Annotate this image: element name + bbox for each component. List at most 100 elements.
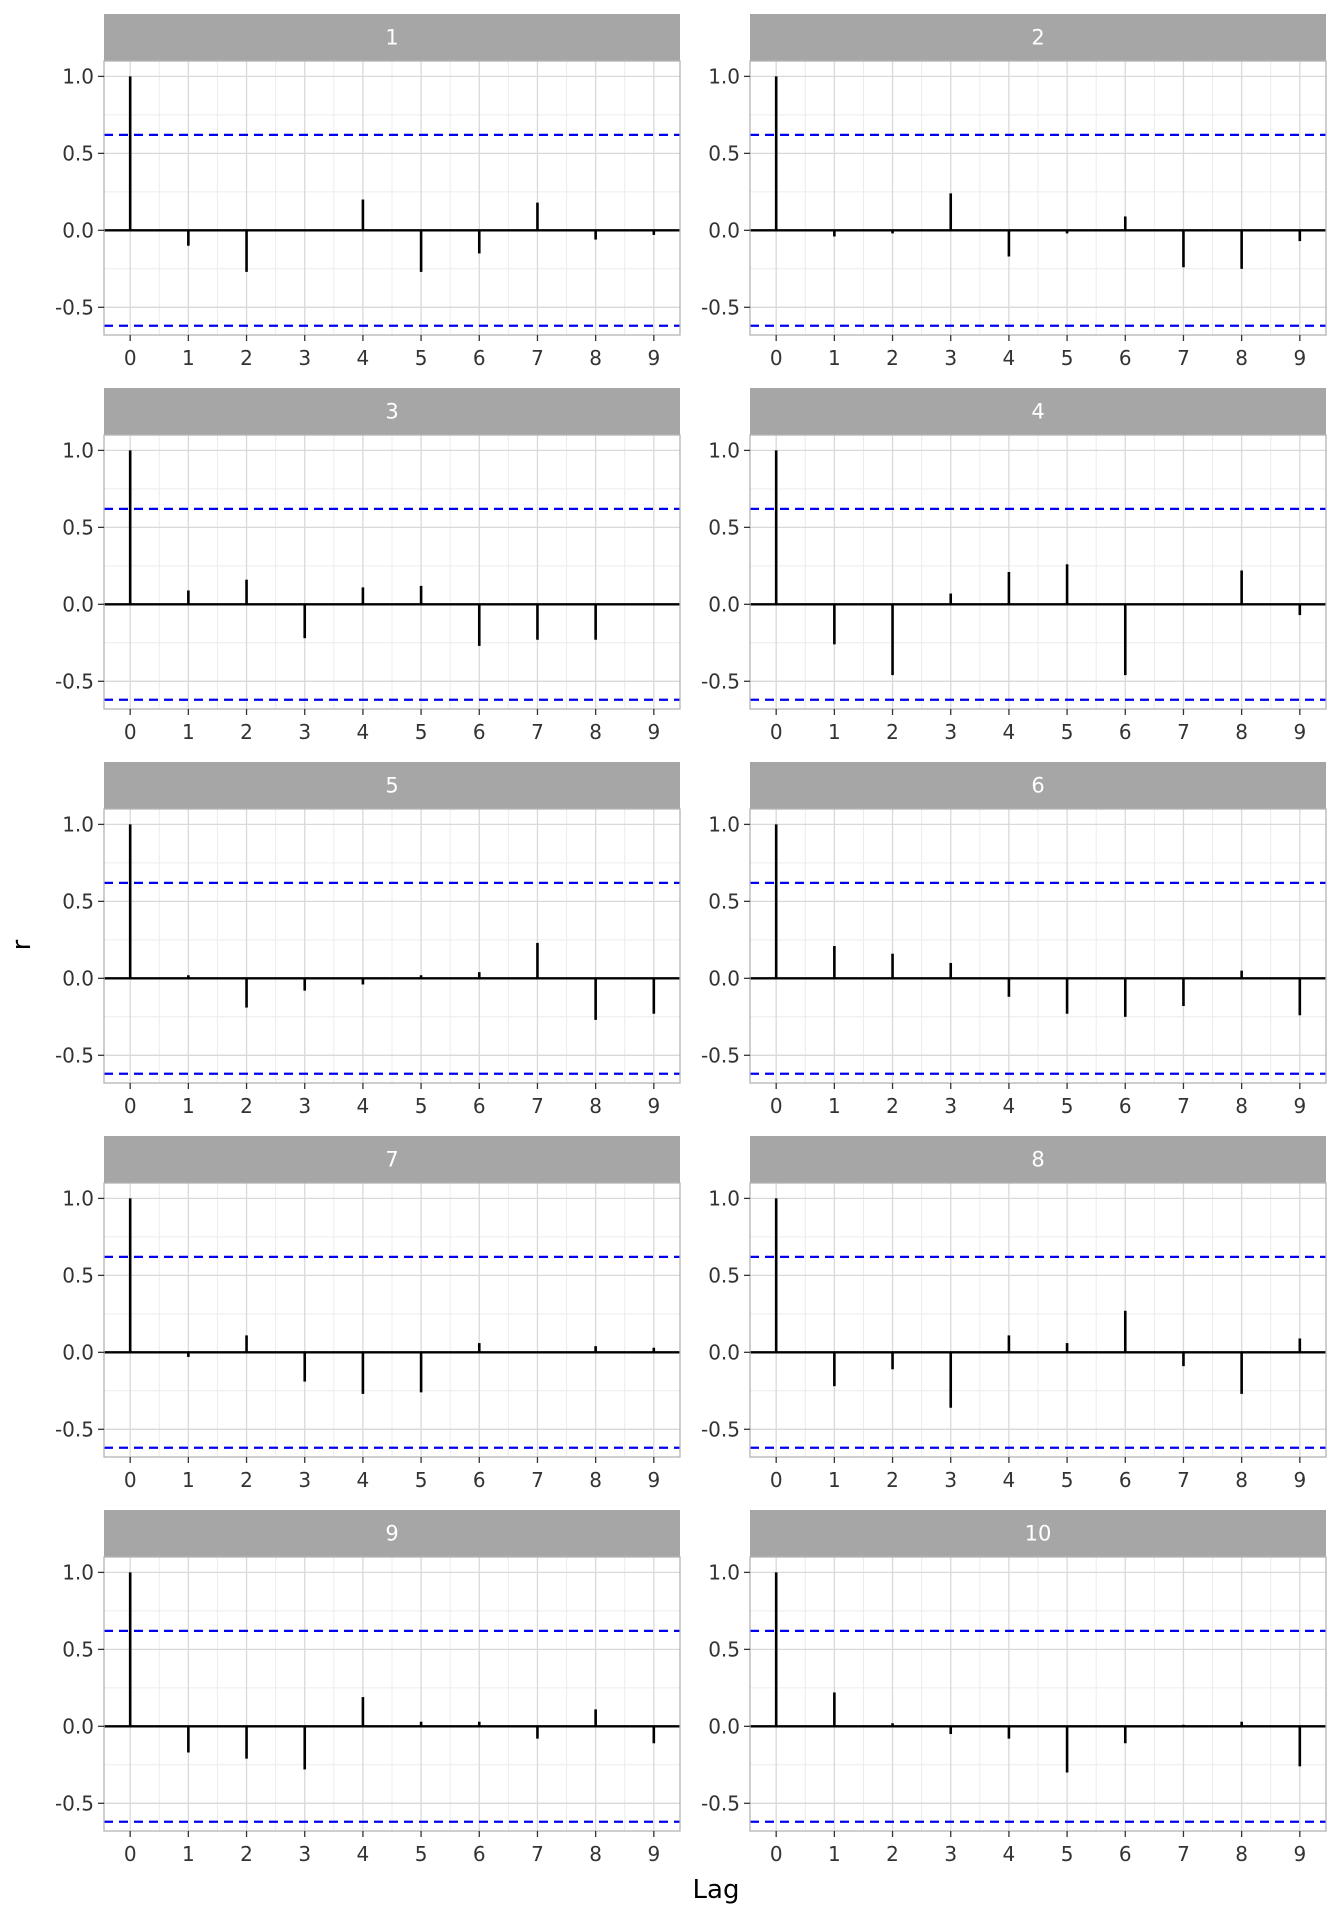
y-tick-label: 0.5 [62,1263,94,1287]
y-tick-label: 0.0 [708,218,740,242]
y-tick-label: 1.0 [62,812,94,836]
y-tick-label: -0.5 [55,295,94,319]
x-tick-label: 7 [1177,1842,1190,1866]
x-tick-label: 7 [531,720,544,744]
y-tick-label: -0.5 [55,1043,94,1067]
x-tick-label: 0 [124,346,137,370]
x-tick-label: 6 [473,1094,486,1118]
x-tick-label: 1 [182,1094,195,1118]
y-tick-label: 1.0 [708,64,740,88]
x-tick-label: 1 [182,720,195,744]
y-tick-label: 1.0 [708,438,740,462]
x-tick-label: 1 [182,346,195,370]
facet-strip [750,1136,1326,1183]
x-tick-label: 6 [1119,1468,1132,1492]
x-tick-label: 9 [1293,1842,1306,1866]
panel-border [749,434,1327,710]
y-tick-label: 1.0 [708,812,740,836]
x-tick-label: 5 [415,720,428,744]
x-tick-label: 6 [473,720,486,744]
facet-strip-label: 8 [1031,1148,1044,1172]
y-tick-label: 0.0 [62,218,94,242]
y-tick-label: -0.5 [55,1417,94,1441]
facet-strip-label: 10 [1025,1522,1052,1546]
y-tick-label: 0.0 [708,592,740,616]
facet-strip [750,388,1326,435]
x-tick-label: 3 [944,346,957,370]
panel-border [103,434,681,710]
x-tick-label: 3 [298,1094,311,1118]
x-tick-label: 6 [1119,346,1132,370]
panel-border [103,1556,681,1832]
x-tick-label: 6 [473,1468,486,1492]
facet-strip-label: 1 [385,26,398,50]
facet-strip [104,14,680,61]
x-tick-label: 7 [1177,346,1190,370]
x-tick-label: 9 [1293,1468,1306,1492]
y-tick-label: 0.0 [62,592,94,616]
y-tick-label: 0.0 [62,1340,94,1364]
panel-border [749,808,1327,1084]
facet-panel-10: 10 1.0 0.5 0.0 -0.5 0 1 2 3 4 5 6 7 8 9 [701,1510,1327,1866]
x-tick-label: 6 [1119,720,1132,744]
y-tick-label: -0.5 [701,669,740,693]
x-tick-label: 0 [124,720,137,744]
x-tick-label: 7 [1177,1468,1190,1492]
panel-border [749,1182,1327,1458]
x-tick-label: 8 [1235,1094,1248,1118]
x-tick-label: 8 [589,346,602,370]
y-tick-label: 0.0 [62,1714,94,1738]
x-tick-label: 1 [828,1094,841,1118]
x-tick-label: 6 [1119,1842,1132,1866]
x-tick-label: 8 [589,1094,602,1118]
x-tick-label: 0 [124,1094,137,1118]
y-tick-label: 0.5 [708,515,740,539]
facet-strip [750,14,1326,61]
facet-panel-4: 4 1.0 0.5 0.0 -0.5 0 1 2 3 4 5 6 7 8 9 [701,388,1327,744]
x-tick-label: 9 [647,1842,660,1866]
facet-panel-7: 7 1.0 0.5 0.0 -0.5 0 1 2 3 4 5 6 7 8 9 [55,1136,681,1492]
y-tick-label: 0.0 [62,966,94,990]
facet-panel-2: 2 1.0 0.5 0.0 -0.5 0 1 2 3 4 5 6 7 8 9 [701,14,1327,370]
x-tick-label: 5 [1061,1468,1074,1492]
x-tick-label: 4 [1003,346,1016,370]
x-tick-label: 0 [770,1468,783,1492]
facet-panel-1: 1 1.0 0.5 0.0 -0.5 0 1 2 3 4 5 6 7 8 9 [55,14,681,370]
x-tick-label: 9 [647,1094,660,1118]
x-tick-label: 4 [1003,720,1016,744]
facet-strip-label: 9 [385,1522,398,1546]
x-tick-label: 9 [1293,1094,1306,1118]
x-tick-label: 4 [1003,1094,1016,1118]
x-tick-label: 9 [647,720,660,744]
facet-strip-label: 2 [1031,26,1044,50]
y-tick-label: 1.0 [708,1186,740,1210]
x-tick-label: 3 [944,1094,957,1118]
x-tick-label: 1 [828,1468,841,1492]
facet-strip-label: 3 [385,400,398,424]
x-tick-label: 5 [415,346,428,370]
y-tick-label: 0.5 [62,1637,94,1661]
facet-strip [104,1510,680,1557]
x-tick-label: 7 [531,346,544,370]
x-tick-label: 0 [770,1094,783,1118]
x-tick-label: 5 [415,1094,428,1118]
x-tick-label: 3 [298,346,311,370]
x-tick-label: 9 [647,1468,660,1492]
x-tick-label: 9 [647,346,660,370]
y-tick-label: -0.5 [55,1791,94,1815]
y-tick-label: -0.5 [701,295,740,319]
y-tick-label: 0.0 [708,1714,740,1738]
y-tick-label: 1.0 [62,438,94,462]
y-tick-label: 0.5 [62,141,94,165]
facet-panel-9: 9 1.0 0.5 0.0 -0.5 0 1 2 3 4 5 6 7 8 9 [55,1510,681,1866]
x-tick-label: 0 [770,1842,783,1866]
x-tick-label: 7 [531,1842,544,1866]
y-tick-label: -0.5 [55,669,94,693]
x-tick-label: 0 [770,720,783,744]
y-tick-label: 0.5 [708,889,740,913]
facet-strip [104,388,680,435]
x-tick-label: 2 [240,1094,253,1118]
x-tick-label: 2 [240,1842,253,1866]
x-tick-label: 3 [298,1842,311,1866]
